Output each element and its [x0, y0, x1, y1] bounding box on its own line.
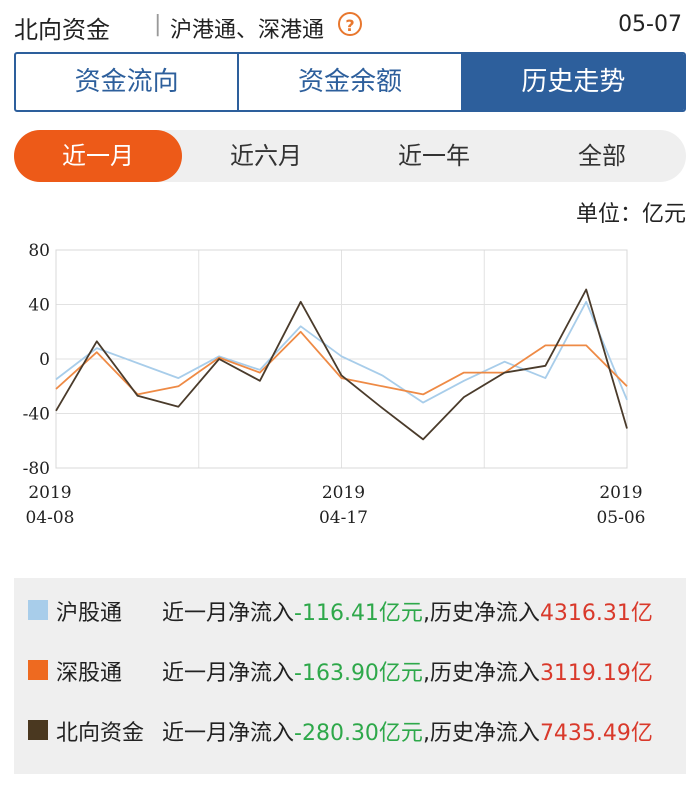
unit-label: 单位：亿元: [575, 202, 686, 227]
history-net-inflow: 7435.49亿: [539, 721, 653, 746]
x-tick-label: 2019: [28, 483, 71, 503]
legend-swatch-sz: [28, 660, 48, 680]
legend-text: 近一月净流入-280.30亿元,历史净流入7435.49亿: [162, 721, 653, 746]
y-tick-label: 80: [28, 241, 50, 261]
legend-swatch-sh: [28, 600, 48, 620]
page-subtitle: 沪港通、深港通: [170, 18, 325, 43]
period-1-year[interactable]: 近一年: [398, 142, 470, 170]
month-net-inflow: -116.41亿元: [294, 601, 423, 626]
question-circle-icon[interactable]: ?: [338, 12, 362, 36]
header: 北向资金 | 沪港通、深港通 ? 05-07: [14, 0, 686, 48]
legend-row: 沪股通 近一月净流入-116.41亿元,历史净流入4316.31亿: [14, 590, 686, 630]
tab-fund-flow[interactable]: 资金流向: [16, 54, 240, 110]
series-line: [55, 300, 628, 404]
x-tick-label: 04-08: [25, 508, 74, 528]
legend-name: 深股通: [56, 661, 123, 686]
legend-row: 深股通 近一月净流入-163.90亿元,历史净流入3119.19亿: [14, 650, 686, 690]
month-net-inflow: -280.30亿元: [294, 721, 423, 746]
series-line: [55, 330, 628, 396]
legend-name: 沪股通: [56, 601, 123, 626]
x-tick-label: 04-17: [319, 508, 368, 528]
date-label: 05-07: [618, 12, 682, 37]
plot-frame: [55, 249, 628, 469]
line-chart: 80 40 0 -40 -80 2019 04-08 2019 04-17 2019 05-06: [23, 241, 646, 528]
x-tick-label: 2019: [322, 483, 365, 503]
y-tick-label: -40: [23, 405, 50, 425]
tab-history-trend[interactable]: 历史走势: [462, 54, 684, 110]
legend-panel: 沪股通 近一月净流入-116.41亿元,历史净流入4316.31亿 深股通 近一…: [14, 578, 686, 774]
period-6-months[interactable]: 近六月: [230, 142, 302, 170]
title-separator: |: [154, 12, 162, 37]
legend-swatch-north: [28, 720, 48, 740]
period-1-month[interactable]: 近一月: [14, 130, 182, 182]
x-tick-label: 2019: [599, 483, 642, 503]
page-title: 北向资金: [14, 16, 110, 44]
period-selector: 近一月 近六月 近一年 全部: [14, 130, 686, 182]
history-net-inflow: 3119.19亿: [539, 661, 653, 686]
x-tick-label: 05-06: [596, 508, 645, 528]
y-tick-label: 40: [28, 296, 50, 316]
period-all[interactable]: 全部: [578, 142, 626, 170]
tab-bar: 资金流向 资金余额 历史走势: [14, 52, 686, 112]
history-net-inflow: 4316.31亿: [539, 601, 653, 626]
month-net-inflow: -163.90亿元: [294, 661, 423, 686]
tab-fund-balance[interactable]: 资金余额: [239, 54, 463, 110]
legend-row: 北向资金 近一月净流入-280.30亿元,历史净流入7435.49亿: [14, 710, 686, 750]
y-tick-label: -80: [23, 459, 50, 479]
legend-name: 北向资金: [56, 721, 145, 746]
y-tick-label: 0: [39, 350, 50, 370]
series-line: [55, 288, 628, 441]
legend-text: 近一月净流入-163.90亿元,历史净流入3119.19亿: [162, 661, 653, 686]
legend-text: 近一月净流入-116.41亿元,历史净流入4316.31亿: [162, 601, 653, 626]
